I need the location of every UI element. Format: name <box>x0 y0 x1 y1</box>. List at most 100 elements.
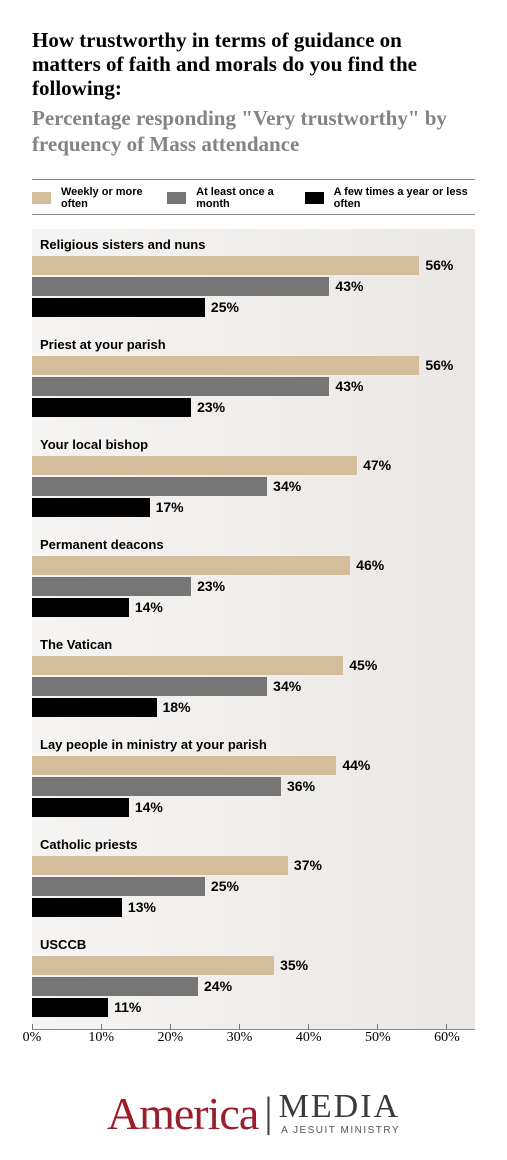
bar-value-label: 25% <box>211 878 239 894</box>
bar-value-label: 45% <box>349 657 377 673</box>
bar-row: 24% <box>32 977 475 996</box>
bar-value-label: 24% <box>204 978 232 994</box>
bar-group: Permanent deacons 46% 23% 14% <box>32 529 475 629</box>
bar-row: 47% <box>32 456 475 475</box>
bar-row: 36% <box>32 777 475 796</box>
x-axis-tick-label: 10% <box>88 1030 114 1046</box>
bar-row: 14% <box>32 598 475 617</box>
bar-value-label: 56% <box>425 357 453 373</box>
bar-group-label: Your local bishop <box>40 437 475 452</box>
bar <box>32 498 150 517</box>
bar-row: 13% <box>32 898 475 917</box>
bar <box>32 756 336 775</box>
logo-brand-right-wrap: MEDIA A JESUIT MINISTRY <box>279 1091 400 1136</box>
bar-row: 43% <box>32 377 475 396</box>
bar-group-label: The Vatican <box>40 637 475 652</box>
logo-tagline: A JESUIT MINISTRY <box>281 1125 400 1136</box>
bar-value-label: 37% <box>294 857 322 873</box>
bar-row: 17% <box>32 498 475 517</box>
bar-value-label: 34% <box>273 678 301 694</box>
bar <box>32 777 281 796</box>
bar <box>32 477 267 496</box>
logo-brand-right: MEDIA <box>279 1091 400 1123</box>
bar <box>32 956 274 975</box>
bar-row: 25% <box>32 877 475 896</box>
legend: Weekly or more often At least once a mont… <box>32 179 475 215</box>
bar-group-label: USCCB <box>40 937 475 952</box>
logo: America | MEDIA A JESUIT MINISTRY <box>32 1087 475 1140</box>
bar <box>32 377 329 396</box>
bar-group: Priest at your parish 56% 43% 23% <box>32 329 475 429</box>
bar <box>32 256 419 275</box>
bar-group: Religious sisters and nuns56%43%25% <box>32 229 475 329</box>
bar-value-label: 23% <box>197 578 225 594</box>
bar <box>32 798 129 817</box>
bar-value-label: 18% <box>163 699 191 715</box>
bar <box>32 398 191 417</box>
bar <box>32 556 350 575</box>
legend-label: At least once a month <box>196 186 295 210</box>
bar-value-label: 25% <box>211 299 239 315</box>
bar-row: 18% <box>32 698 475 717</box>
bar-row: 11% <box>32 998 475 1017</box>
chart-subtitle: Percentage responding "Very trustworthy"… <box>32 106 475 156</box>
bar-row: 44% <box>32 756 475 775</box>
bar-value-label: 35% <box>280 957 308 973</box>
bar-value-label: 11% <box>114 999 141 1015</box>
bar-value-label: 34% <box>273 478 301 494</box>
bar-group: Your local bishop 47% 34% 17% <box>32 429 475 529</box>
legend-label: Weekly or more often <box>61 186 157 210</box>
bar-value-label: 13% <box>128 899 156 915</box>
legend-label: A few times a year or less often <box>334 186 475 210</box>
bar-value-label: 14% <box>135 599 163 615</box>
x-axis-tick-label: 50% <box>365 1030 391 1046</box>
bar <box>32 656 343 675</box>
bar-row: 35% <box>32 956 475 975</box>
bar-row: 45% <box>32 656 475 675</box>
chart-plot-area: Religious sisters and nuns56%43%25%Pries… <box>32 229 475 1029</box>
x-axis-tick-label: 30% <box>227 1030 253 1046</box>
bar <box>32 856 288 875</box>
legend-swatch <box>167 192 186 204</box>
legend-swatch <box>305 192 324 204</box>
bar-value-label: 36% <box>287 778 315 794</box>
bar-group-label: Permanent deacons <box>40 537 475 552</box>
bar-value-label: 43% <box>335 378 363 394</box>
x-axis-tick-label: 0% <box>23 1030 42 1046</box>
bar-row: 14% <box>32 798 475 817</box>
x-axis-tick-label: 60% <box>434 1030 460 1046</box>
bar-value-label: 46% <box>356 557 384 573</box>
bar <box>32 877 205 896</box>
bar-value-label: 47% <box>363 457 391 473</box>
bar-group-label: Priest at your parish <box>40 337 475 352</box>
bar-group: The Vatican 45% 34% 18% <box>32 629 475 729</box>
chart-container: How trustworthy in terms of guidance on … <box>0 0 507 1160</box>
bar <box>32 977 198 996</box>
bar-row: 23% <box>32 398 475 417</box>
bar-value-label: 23% <box>197 399 225 415</box>
bar-row: 37% <box>32 856 475 875</box>
bar-value-label: 17% <box>156 499 184 515</box>
logo-brand-left: America <box>107 1087 258 1140</box>
bar-group: Lay people in ministry at your parish44%… <box>32 729 475 829</box>
bar-group: USCCB 35% 24% 11% <box>32 929 475 1029</box>
bar <box>32 456 357 475</box>
bar-value-label: 56% <box>425 257 453 273</box>
logo-divider: | <box>264 1089 272 1137</box>
x-axis-tick-label: 20% <box>157 1030 183 1046</box>
bar-row: 46% <box>32 556 475 575</box>
bar <box>32 577 191 596</box>
bar <box>32 698 157 717</box>
bar-row: 56% <box>32 256 475 275</box>
bar-group: Catholic priests 37% 25% 13% <box>32 829 475 929</box>
bar-row: 23% <box>32 577 475 596</box>
bar <box>32 677 267 696</box>
bar <box>32 298 205 317</box>
bar-value-label: 44% <box>342 757 370 773</box>
bar <box>32 277 329 296</box>
bar-row: 43% <box>32 277 475 296</box>
bar-row: 34% <box>32 477 475 496</box>
bar-group-label: Catholic priests <box>40 837 475 852</box>
bar-value-label: 14% <box>135 799 163 815</box>
legend-swatch <box>32 192 51 204</box>
